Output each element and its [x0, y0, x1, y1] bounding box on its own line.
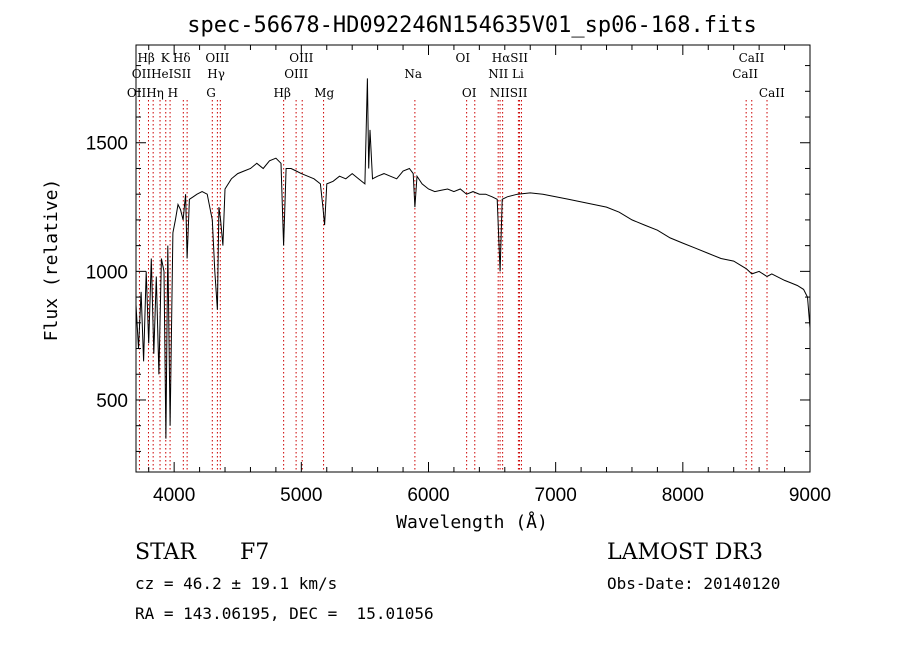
y-tick-label: 1000: [86, 262, 128, 283]
x-axis-label: Wavelength (Å): [396, 511, 548, 533]
line-label: Hβ: [274, 86, 291, 100]
y-axis-label: Flux (relative): [41, 179, 62, 342]
x-tick-label: 7000: [535, 485, 577, 506]
flux-series-line: [135, 78, 811, 439]
line-label: K: [161, 51, 171, 65]
line-label: NII Li: [488, 67, 524, 81]
x-tick-label: 5000: [280, 485, 322, 506]
x-tick-label: 4000: [153, 485, 195, 506]
line-label: OIIHη H: [127, 86, 178, 100]
line-label: CaII: [759, 86, 785, 100]
line-label: OI: [456, 51, 471, 65]
object-type: STAR: [135, 540, 196, 565]
line-label: CaII: [732, 67, 758, 81]
chart-title: spec-56678-HD092246N154635V01_sp06-168.f…: [187, 13, 757, 38]
line-label: Hγ: [207, 67, 225, 81]
coordinates: RA = 143.06195, DEC = 15.01056: [135, 604, 434, 623]
line-label: NIISII: [490, 86, 528, 100]
line-label: G: [206, 86, 216, 100]
line-label: OIII: [289, 51, 313, 65]
axes: 4000 5000 6000 7000 8000 9000 500 1000 1500: [86, 44, 831, 506]
line-label: Hδ: [173, 51, 191, 65]
line-label: OIIHeISII: [132, 67, 192, 81]
survey-name: LAMOST DR3: [607, 540, 763, 565]
line-label: OI: [462, 86, 477, 100]
line-label: OIII: [284, 67, 308, 81]
x-tick-label: 8000: [662, 485, 704, 506]
line-markers: [138, 100, 768, 472]
obs-date: Obs-Date: 20140120: [607, 574, 781, 593]
y-tick-label: 500: [96, 391, 128, 412]
line-label: Mg: [314, 86, 334, 100]
redshift-readout: cz = 46.2 ± 19.1 km/s: [135, 574, 338, 593]
line-label: Na: [404, 67, 422, 81]
y-tick-label: 1500: [86, 134, 128, 155]
x-tick-label: 9000: [789, 485, 831, 506]
line-label: CaII: [739, 51, 765, 65]
x-tick-label: 6000: [407, 485, 449, 506]
line-label: HαSII: [492, 51, 529, 65]
plot-frame: [135, 44, 811, 473]
line-label: OIII: [205, 51, 229, 65]
spectral-subclass: F7: [240, 540, 270, 565]
line-labels: Hβ K Hδ OIII OIII OI HαSII CaII OIIHeISII Hγ OIII N…: [127, 51, 785, 100]
line-label: Hβ: [137, 51, 154, 65]
